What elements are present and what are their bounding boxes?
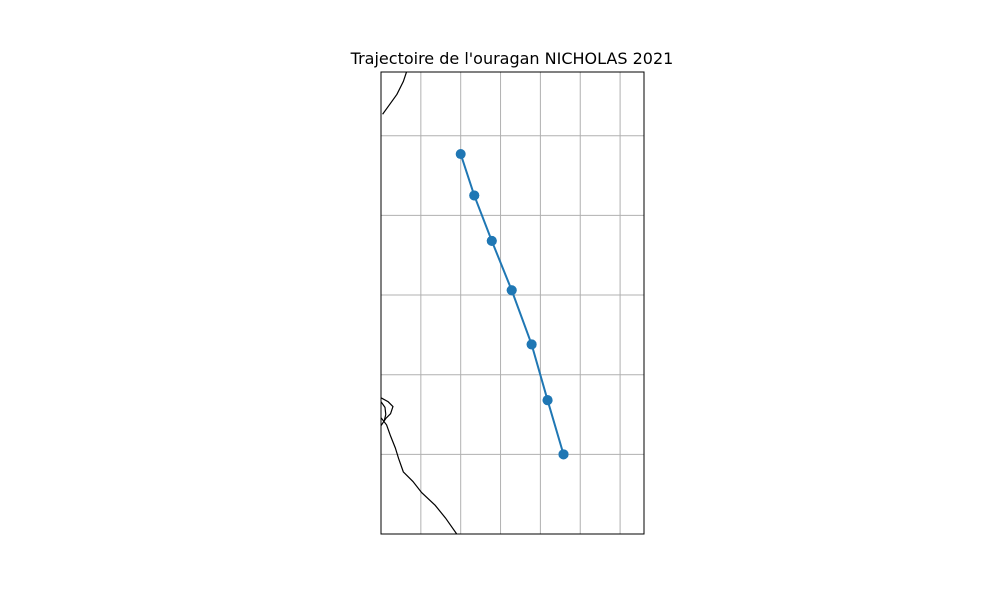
track-point xyxy=(469,190,480,201)
track-point xyxy=(542,395,553,406)
coastline-segment xyxy=(381,401,387,422)
track-point xyxy=(455,149,466,160)
map-frame xyxy=(380,71,645,535)
track-point xyxy=(526,339,537,350)
track-point xyxy=(506,285,517,296)
coastline-segment xyxy=(381,397,394,427)
track-point xyxy=(486,235,497,246)
map-title: Trajectoire de l'ouragan NICHOLAS 2021 xyxy=(350,49,674,68)
coastline-segment xyxy=(382,72,408,115)
track-point xyxy=(558,449,569,460)
coastline xyxy=(381,72,458,534)
coastline-segment xyxy=(381,417,458,534)
map-gridlines xyxy=(381,72,644,534)
track-layer xyxy=(455,149,569,460)
